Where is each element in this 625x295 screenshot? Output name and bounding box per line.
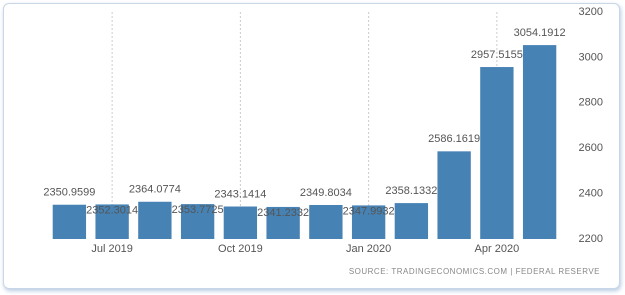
x-tick-label: Oct 2019 [218, 243, 263, 255]
bar [437, 151, 471, 239]
bar [52, 204, 87, 239]
bar [95, 204, 129, 239]
value-label: 2586.1619 [428, 133, 480, 145]
y-tick-label: 2600 [579, 142, 603, 154]
bar [309, 204, 343, 239]
x-tick-label: Jul 2019 [91, 243, 133, 255]
bar [522, 45, 557, 239]
bar [180, 204, 215, 239]
value-label: 2352.3014 [86, 204, 138, 216]
bar [266, 206, 300, 239]
y-tick-label: 2400 [579, 188, 603, 200]
value-label: 3054.1912 [514, 27, 566, 39]
value-label: 2353.7725 [172, 204, 224, 216]
bar [138, 201, 172, 239]
value-label: 2347.9932 [343, 205, 395, 217]
source-note: SOURCE: TRADINGECONOMICS.COM | FEDERAL R… [349, 267, 600, 276]
value-label: 2349.8034 [300, 187, 352, 199]
bar [394, 203, 429, 239]
value-label: 2957.5155 [471, 49, 523, 61]
value-label: 2343.1414 [214, 188, 266, 200]
y-tick-label: 3000 [579, 51, 603, 63]
x-tick-label: Jan 2020 [346, 243, 391, 255]
bar [480, 67, 514, 240]
value-label: 2341.2332 [257, 207, 309, 219]
y-tick-label: 2800 [579, 97, 603, 109]
y-tick-label: 3200 [579, 6, 603, 18]
x-tick-label: Apr 2020 [475, 243, 520, 255]
chart-frame [3, 3, 620, 289]
value-label: 2350.9599 [43, 187, 95, 199]
bar [351, 205, 386, 239]
value-label: 2364.0774 [129, 184, 181, 196]
y-tick-label: 2200 [579, 233, 603, 245]
value-label: 2358.1332 [385, 185, 437, 197]
bar [223, 206, 258, 239]
